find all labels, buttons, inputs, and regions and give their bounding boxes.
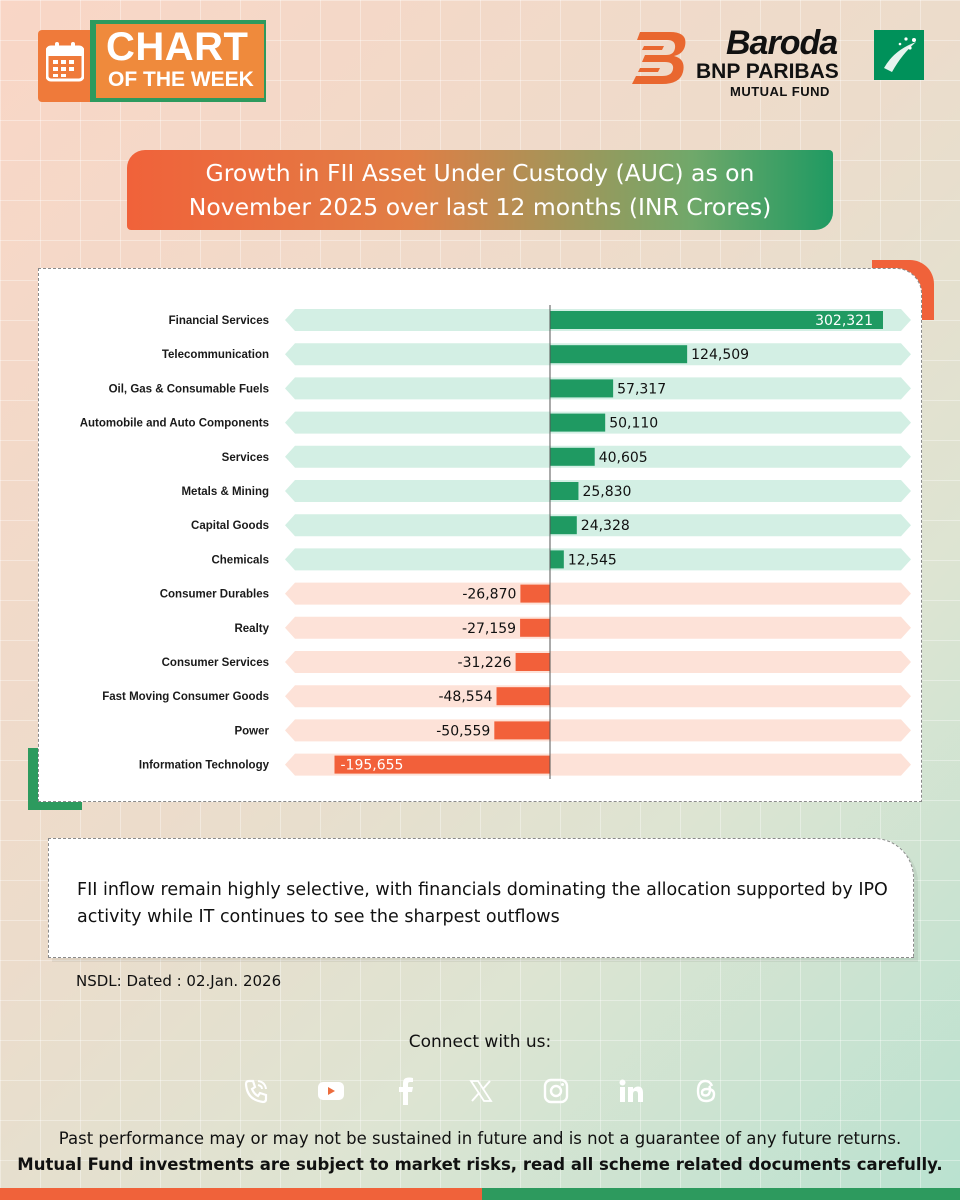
chart-title-banner: Growth in FII Asset Under Custody (AUC) … [127,150,833,230]
bar [550,345,688,364]
value-label: 50,110 [609,416,658,432]
bar [550,482,579,500]
value-label: -195,655 [340,758,403,774]
category-label: Chemicals [211,554,269,566]
category-label: Realty [234,623,269,635]
facebook-icon[interactable] [383,1068,429,1114]
value-label: -27,159 [462,621,516,637]
bar [550,516,577,535]
calendar-icon [46,42,84,82]
youtube-icon[interactable] [308,1068,354,1114]
bar [550,447,595,466]
bar [496,687,550,706]
bar [494,721,550,740]
phone-icon[interactable] [233,1068,279,1114]
disclaimer-line2: Mutual Fund investments are subject to m… [17,1155,943,1174]
bar-band [285,651,911,673]
category-label: Power [234,725,269,737]
bar [520,618,550,637]
value-label: 25,830 [582,484,631,500]
bar-band [285,685,911,708]
value-label: -48,554 [438,689,492,705]
logo-line1: Baroda [726,24,838,62]
baroda-b-icon [632,32,686,84]
category-label: Telecommunication [162,349,269,361]
logo-line3: MUTUAL FUND [730,84,830,99]
bar-band [285,445,911,468]
bar-band [285,548,911,571]
category-label: Metals & Mining [181,486,269,498]
value-label: 302,321 [815,313,873,329]
bar-band [285,582,911,605]
bar [520,584,550,603]
chart-title-line1: Growth in FII Asset Under Custody (AUC) … [205,159,755,187]
bar [550,550,564,569]
threads-icon[interactable] [683,1068,729,1114]
bottom-bar-orange [0,1188,482,1200]
category-label: Capital Goods [191,520,269,532]
value-label: 12,545 [568,552,617,568]
instagram-icon[interactable] [533,1068,579,1114]
brand-logo: Baroda BNP PARIBAS MUTUAL FUND [630,24,930,104]
x-icon[interactable] [458,1068,504,1114]
chart-title-line2: November 2025 over last 12 months (INR C… [188,193,772,221]
category-label: Services [222,452,269,464]
value-label: 24,328 [581,518,630,534]
category-label: Financial Services [169,315,269,327]
bottom-bar-green [482,1188,960,1200]
value-label: -31,226 [458,655,512,671]
bar-band [285,480,911,502]
bar-chart: Financial Services 302,321 Telecommunicati… [80,305,911,779]
connect-label: Connect with us: [408,1032,552,1052]
value-label: 40,605 [599,450,648,466]
chart-of-the-week-badge: CHART OF THE WEEK [38,20,266,102]
disclaimer-line1: Past performance may or may not be susta… [58,1129,902,1148]
category-label: Consumer Services [162,657,269,669]
bar-band [285,719,911,742]
bar-band [285,616,911,639]
category-label: Automobile and Auto Components [80,418,269,430]
bar-band [285,514,911,537]
category-label: Information Technology [139,760,270,772]
logo-line2: BNP PARIBAS [696,60,839,83]
category-label: Consumer Durables [160,589,269,601]
chart-card: Financial Services 302,321 Telecommunicati… [38,268,922,802]
bar [334,755,550,774]
bar [550,379,614,398]
linkedin-icon[interactable] [608,1068,654,1114]
bar [515,653,550,671]
insight-text: FII inflow remain highly selective, with… [77,880,888,927]
value-label: 124,509 [691,347,749,363]
value-label: -50,559 [436,723,490,739]
value-label: 57,317 [617,381,666,397]
category-label: Oil, Gas & Consumable Fuels [109,383,269,395]
insight-note: FII inflow remain highly selective, with… [48,838,914,958]
badge-subtitle: OF THE WEEK [108,68,254,91]
bar [550,413,606,432]
category-label: Fast Moving Consumer Goods [102,691,269,703]
bnp-stars-icon [874,30,924,80]
badge-title: CHART [106,25,249,69]
value-label: -26,870 [462,587,516,603]
source-text: NSDL: Dated : 02.Jan. 2026 [76,972,282,990]
bar [550,311,883,329]
